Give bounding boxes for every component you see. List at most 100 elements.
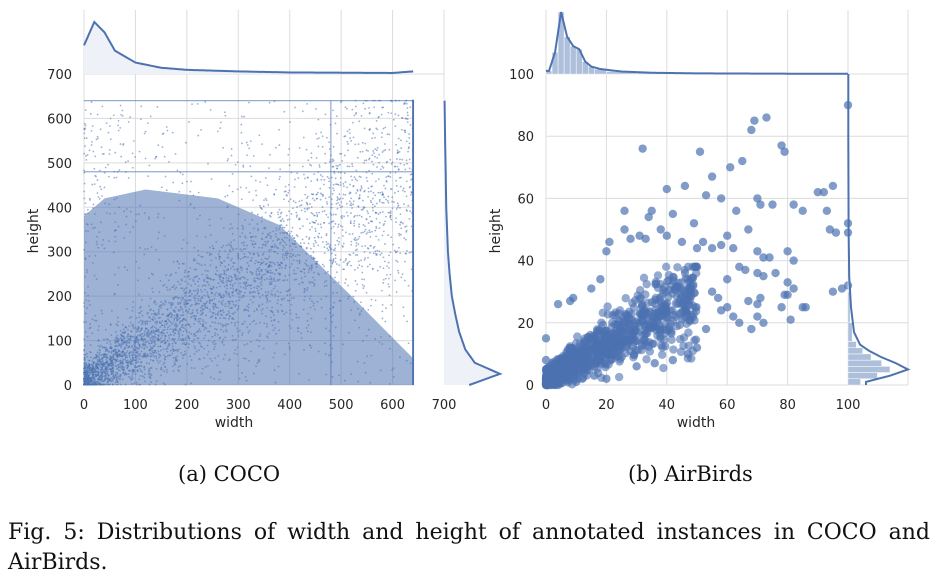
coco-point bbox=[200, 264, 203, 267]
coco-point bbox=[177, 303, 180, 306]
coco-point bbox=[376, 128, 379, 131]
coco-point bbox=[186, 311, 189, 314]
coco-point bbox=[338, 163, 341, 166]
coco-point bbox=[190, 316, 192, 319]
coco-point bbox=[354, 143, 357, 146]
coco-point bbox=[210, 288, 213, 290]
coco-point bbox=[97, 329, 100, 331]
coco-point bbox=[357, 243, 360, 246]
coco-point bbox=[141, 375, 144, 378]
coco-point bbox=[202, 325, 205, 328]
coco-point bbox=[242, 276, 245, 279]
coco-point bbox=[288, 325, 291, 327]
coco-point bbox=[163, 217, 166, 219]
coco-point bbox=[238, 271, 241, 274]
coco-point bbox=[279, 226, 281, 228]
coco-point bbox=[164, 358, 166, 361]
coco-point bbox=[117, 383, 119, 386]
coco-point bbox=[134, 373, 137, 375]
coco-point bbox=[193, 345, 196, 348]
coco-point bbox=[96, 370, 99, 372]
coco-point bbox=[199, 310, 202, 312]
coco-point bbox=[278, 238, 281, 241]
coco-point bbox=[315, 219, 317, 222]
coco-point bbox=[354, 254, 357, 256]
coco-point bbox=[371, 230, 374, 233]
coco-point bbox=[171, 342, 174, 345]
coco-point bbox=[400, 128, 403, 131]
coco-point bbox=[289, 309, 292, 312]
coco-point bbox=[143, 347, 146, 350]
coco-point bbox=[115, 354, 118, 357]
coco-point bbox=[292, 254, 294, 257]
coco-point bbox=[195, 331, 198, 334]
coco-point bbox=[250, 239, 253, 242]
coco-point bbox=[262, 347, 265, 350]
coco-point bbox=[241, 228, 244, 231]
coco-point bbox=[123, 351, 126, 354]
coco-point bbox=[350, 139, 353, 142]
coco-point bbox=[108, 149, 111, 151]
coco-point bbox=[196, 102, 199, 105]
coco-point bbox=[286, 299, 289, 302]
coco-point bbox=[143, 376, 146, 379]
coco-point bbox=[119, 365, 122, 368]
coco-point bbox=[303, 291, 305, 294]
coco-point bbox=[191, 103, 193, 106]
coco-point bbox=[277, 213, 280, 216]
coco-point bbox=[237, 364, 239, 367]
coco-point bbox=[384, 243, 386, 245]
coco-point bbox=[196, 312, 199, 314]
coco-point bbox=[87, 377, 90, 380]
coco-point bbox=[247, 264, 250, 267]
coco-point bbox=[289, 245, 292, 247]
coco-point bbox=[357, 143, 360, 146]
coco-point bbox=[126, 359, 129, 362]
coco-point bbox=[314, 308, 316, 311]
coco-point bbox=[195, 301, 197, 304]
coco-point bbox=[371, 172, 374, 175]
coco-point bbox=[354, 289, 357, 292]
coco-point bbox=[223, 272, 226, 275]
coco-point bbox=[344, 259, 347, 262]
coco-point bbox=[407, 204, 410, 207]
coco-point bbox=[136, 347, 139, 350]
coco-point bbox=[121, 366, 124, 368]
coco-point bbox=[173, 361, 176, 364]
coco-point bbox=[261, 232, 264, 235]
coco-point bbox=[141, 346, 144, 349]
coco-point bbox=[222, 330, 225, 333]
coco-point bbox=[356, 214, 359, 217]
coco-point bbox=[243, 241, 245, 244]
coco-point bbox=[191, 312, 193, 315]
coco-point bbox=[271, 324, 274, 327]
coco-point bbox=[372, 132, 375, 135]
coco-point bbox=[385, 215, 387, 218]
coco-point bbox=[271, 271, 274, 274]
coco-point bbox=[249, 252, 252, 255]
coco-point bbox=[208, 308, 211, 311]
coco-point bbox=[316, 215, 319, 218]
coco-point bbox=[207, 330, 209, 333]
coco-point bbox=[231, 285, 234, 288]
coco-point bbox=[352, 200, 355, 203]
coco-point bbox=[154, 330, 157, 332]
coco-point bbox=[408, 251, 411, 254]
coco-point bbox=[88, 303, 91, 306]
coco-point bbox=[381, 201, 384, 204]
coco-point bbox=[201, 319, 204, 321]
coco-point bbox=[94, 370, 97, 373]
coco-point bbox=[150, 337, 152, 339]
coco-point bbox=[109, 355, 112, 358]
coco-point bbox=[383, 196, 385, 199]
coco-point bbox=[395, 143, 397, 146]
coco-point bbox=[119, 376, 122, 379]
coco-point bbox=[110, 373, 113, 376]
coco-point bbox=[285, 250, 288, 253]
coco-point bbox=[170, 301, 172, 304]
coco-point bbox=[126, 269, 129, 272]
coco-point bbox=[241, 332, 244, 335]
coco-point bbox=[194, 347, 196, 350]
coco-point bbox=[116, 364, 119, 366]
coco-point bbox=[92, 362, 95, 365]
